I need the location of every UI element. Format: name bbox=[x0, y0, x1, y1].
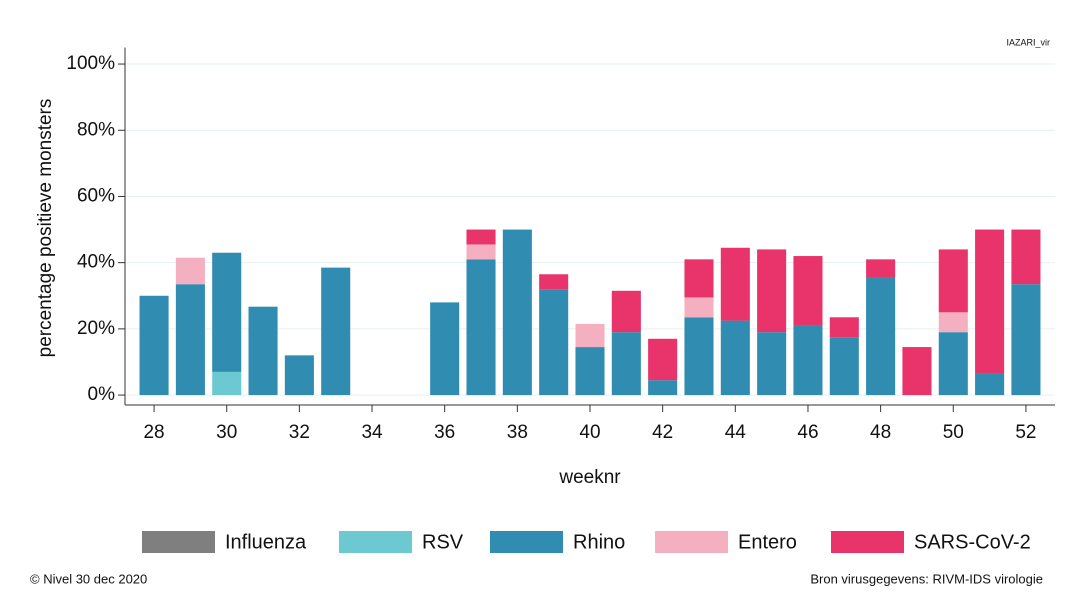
bar-segment bbox=[430, 302, 460, 396]
legend-swatch bbox=[339, 531, 412, 553]
bar-segment bbox=[248, 306, 278, 396]
legend-swatch bbox=[142, 531, 215, 553]
x-axis-title: weeknr bbox=[558, 467, 621, 488]
x-tick-label: 40 bbox=[579, 422, 600, 443]
legend-label: RSV bbox=[422, 531, 464, 553]
legend-label: Influenza bbox=[225, 531, 307, 553]
bar-segment bbox=[684, 317, 714, 396]
bar-segment bbox=[502, 229, 532, 396]
bar-segment bbox=[575, 347, 605, 396]
legend-swatch bbox=[490, 531, 563, 553]
bar-segment bbox=[284, 355, 314, 396]
bar-segment bbox=[793, 325, 823, 396]
legend-swatch bbox=[655, 531, 728, 553]
bar-segment bbox=[829, 337, 859, 396]
bar-segment bbox=[866, 277, 896, 396]
bar-segment bbox=[757, 332, 787, 396]
bar-segment bbox=[539, 274, 569, 290]
x-tick-label: 44 bbox=[725, 422, 747, 443]
bar-segment bbox=[175, 284, 205, 396]
x-tick-label: 30 bbox=[216, 422, 237, 443]
bar-segment bbox=[611, 290, 641, 333]
bar-segment bbox=[829, 317, 859, 338]
x-tick-label: 36 bbox=[434, 422, 455, 443]
bar-segment bbox=[466, 244, 496, 260]
bar-segment bbox=[938, 332, 968, 396]
x-tick-label: 34 bbox=[361, 422, 383, 443]
bar-segment bbox=[466, 229, 496, 245]
legend-label: Entero bbox=[738, 531, 797, 553]
bar-segment bbox=[938, 249, 968, 313]
y-tick-label: 60% bbox=[77, 185, 115, 206]
y-tick-label: 0% bbox=[88, 384, 116, 405]
bar-segment bbox=[611, 332, 641, 396]
bar-segment bbox=[212, 252, 242, 372]
legend-label: SARS-CoV-2 bbox=[914, 531, 1031, 553]
bar-segment bbox=[684, 259, 714, 298]
bar-segment bbox=[575, 323, 605, 348]
chart-id: IAZARI_vir bbox=[1006, 37, 1050, 47]
bar-segment bbox=[1011, 284, 1041, 396]
bar-segment bbox=[648, 338, 678, 381]
legend-label: Rhino bbox=[573, 531, 625, 553]
bar-segment bbox=[720, 320, 750, 396]
x-tick-label: 38 bbox=[507, 422, 528, 443]
bar-segment bbox=[648, 380, 678, 396]
x-tick-label: 52 bbox=[1015, 422, 1036, 443]
y-tick-label: 100% bbox=[66, 53, 115, 74]
legend-swatch bbox=[831, 531, 904, 553]
x-tick-label: 28 bbox=[143, 422, 164, 443]
x-tick-label: 32 bbox=[289, 422, 310, 443]
bar-segment bbox=[975, 229, 1005, 374]
bar-segment bbox=[793, 256, 823, 326]
bar-segment bbox=[902, 347, 932, 396]
bar-segment bbox=[684, 297, 714, 318]
y-tick-label: 20% bbox=[77, 318, 115, 339]
bar-segment bbox=[175, 257, 205, 285]
bar-segment bbox=[321, 267, 351, 396]
bar-segment bbox=[975, 373, 1005, 396]
bar-segment bbox=[866, 259, 896, 278]
bar-segment bbox=[1011, 229, 1041, 285]
y-tick-label: 40% bbox=[77, 252, 115, 273]
bar-segment bbox=[938, 312, 968, 333]
copyright: © Nivel 30 dec 2020 bbox=[30, 571, 147, 586]
x-tick-label: 48 bbox=[870, 422, 891, 443]
x-tick-label: 46 bbox=[797, 422, 818, 443]
bar-segment bbox=[139, 295, 169, 396]
bar-segment bbox=[757, 249, 787, 333]
x-tick-label: 50 bbox=[943, 422, 964, 443]
bar-segment bbox=[720, 247, 750, 321]
y-tick-label: 80% bbox=[77, 119, 115, 140]
y-axis-title: percentage positieve monsters bbox=[35, 99, 56, 358]
bar-segment bbox=[212, 371, 242, 396]
x-tick-label: 42 bbox=[652, 422, 673, 443]
source: Bron virusgegevens: RIVM-IDS virologie bbox=[810, 571, 1043, 586]
bar-segment bbox=[539, 289, 569, 396]
bar-segment bbox=[466, 259, 496, 396]
